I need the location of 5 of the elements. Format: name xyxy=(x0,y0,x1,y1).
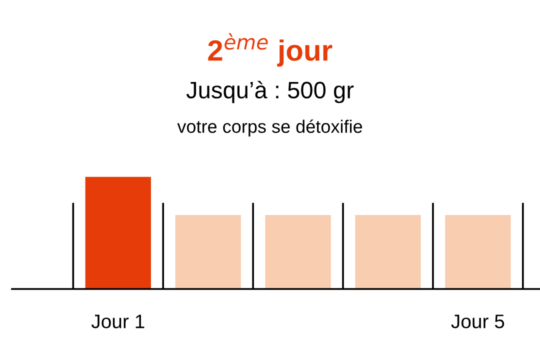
chart-title: 2$^{ème}$ jour xyxy=(208,33,332,67)
text: votre corps se détoxifie xyxy=(177,119,362,137)
x-tick-label: Jour 5 xyxy=(451,314,504,328)
chart-subtitle: Jusqu’à : 500 gr xyxy=(186,80,354,104)
x-tick-label: Jour 1 xyxy=(91,314,144,328)
